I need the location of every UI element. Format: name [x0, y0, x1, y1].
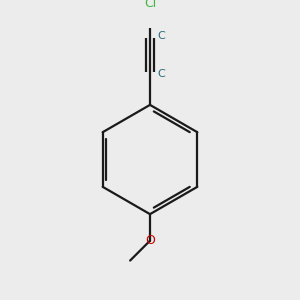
- Text: C: C: [158, 31, 166, 41]
- Text: O: O: [145, 234, 155, 247]
- Text: C: C: [158, 69, 166, 79]
- Text: Cl: Cl: [144, 0, 156, 10]
